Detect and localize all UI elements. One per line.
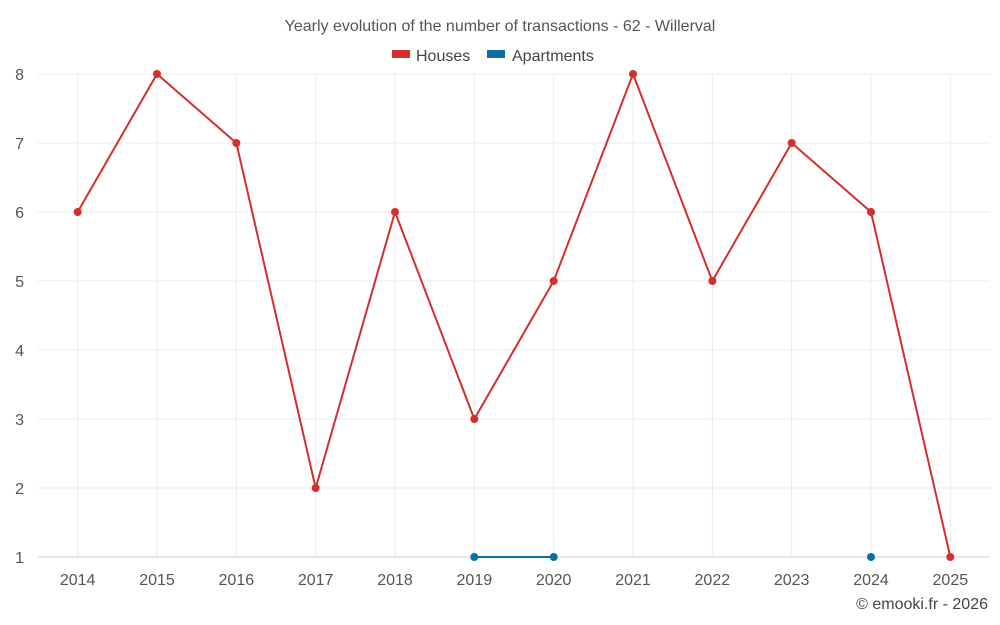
data-point-houses-2019[interactable] — [470, 415, 479, 423]
legend: Houses Apartments — [392, 48, 594, 65]
legend-label-houses[interactable]: Houses — [416, 48, 470, 65]
data-point-houses-2018[interactable] — [391, 208, 399, 216]
data-point-houses-2023[interactable] — [787, 139, 796, 147]
data-point-apartments-2020[interactable] — [549, 553, 558, 561]
x-tick-label: 2019 — [457, 572, 493, 589]
x-tick-label: 2017 — [298, 572, 334, 589]
x-tick-label: 2018 — [377, 572, 413, 589]
axes: 1 2 3 4 5 6 7 8 2014 2015 2016 2017 2018 2019 2020 2021… — [15, 67, 968, 589]
y-tick-label: 1 — [15, 550, 24, 567]
y-tick-label: 8 — [15, 67, 24, 84]
y-tick-label: 3 — [15, 412, 24, 429]
legend-swatch-apartments — [487, 50, 505, 58]
y-tick-label: 7 — [15, 136, 24, 153]
x-tick-label: 2025 — [933, 572, 969, 589]
x-tick-label: 2015 — [139, 572, 175, 589]
y-tick-label: 6 — [15, 205, 24, 222]
data-point-houses-2017[interactable] — [311, 484, 320, 492]
x-tick-label: 2016 — [219, 572, 255, 589]
data-point-apartments-2019[interactable] — [470, 553, 479, 561]
data-point-houses-2021[interactable] — [629, 70, 637, 78]
series-houses — [73, 70, 955, 561]
y-tick-label: 5 — [15, 274, 24, 291]
data-point-houses-2025[interactable] — [946, 553, 955, 561]
y-tick-label: 4 — [15, 343, 24, 360]
x-tick-label: 2020 — [536, 572, 572, 589]
data-point-houses-2024[interactable] — [867, 208, 875, 216]
x-tick-label: 2024 — [853, 572, 889, 589]
x-tick-label: 2014 — [60, 572, 96, 589]
data-point-apartments-2024[interactable] — [867, 553, 875, 561]
y-tick-label: 2 — [15, 481, 24, 498]
x-tick-label: 2022 — [695, 572, 731, 589]
x-tick-label: 2021 — [615, 572, 651, 589]
series-line-houses — [76, 73, 952, 558]
legend-label-apartments[interactable]: Apartments — [512, 48, 594, 65]
series — [73, 70, 955, 561]
data-point-houses-2015[interactable] — [153, 70, 161, 78]
x-tick-label: 2023 — [774, 572, 810, 589]
series-apartments — [470, 553, 875, 561]
credit-text: © emooki.fr - 2026 — [856, 596, 988, 613]
legend-swatch-houses — [392, 50, 410, 58]
grid — [38, 73, 990, 558]
chart-title: Yearly evolution of the number of transa… — [285, 18, 716, 35]
data-point-houses-2022[interactable] — [708, 277, 717, 285]
data-point-houses-2014[interactable] — [73, 208, 82, 216]
data-point-houses-2020[interactable] — [549, 277, 558, 285]
data-point-houses-2016[interactable] — [232, 139, 241, 147]
